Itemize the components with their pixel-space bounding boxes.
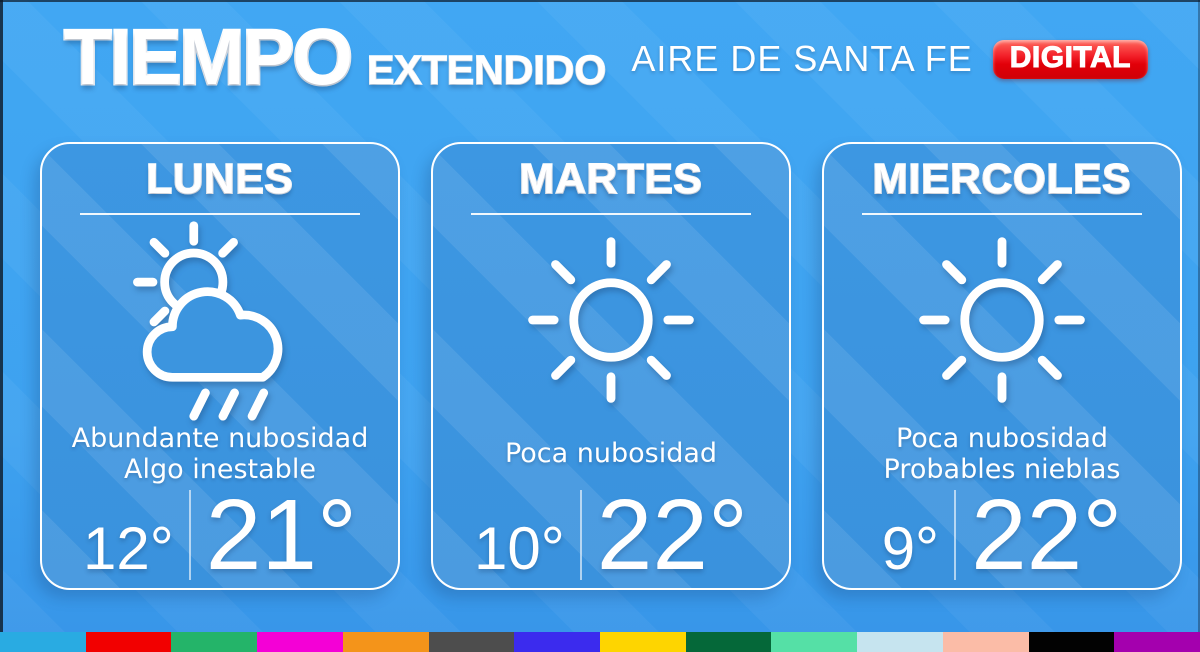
divider-line [471, 213, 751, 215]
max-temperature: 22° [971, 479, 1123, 591]
day-label: LUNES [145, 155, 294, 202]
condition-text: Abundante nubosidad Algo inestable [72, 423, 369, 485]
condition-line-2: Algo inestable [124, 454, 316, 485]
temperature-divider [954, 490, 957, 580]
forecast-card-lunes: LUNES [40, 142, 400, 590]
strip-segment [0, 632, 86, 652]
divider-line [862, 213, 1142, 215]
show-logo: TIEMPO EXTENDIDO [62, 13, 607, 101]
min-temperature: 12° [83, 515, 174, 582]
condition-line-1: Poca nubosidad [504, 438, 718, 470]
day-label: MARTES [518, 155, 703, 202]
temperature-row: 9° 22° [882, 485, 1123, 585]
strip-segment [1114, 632, 1200, 652]
footer-color-strip [0, 632, 1200, 652]
condition-line-1: Abundante nubosidad [71, 422, 369, 454]
weather-icon-wrap [101, 217, 339, 423]
day-label: MIERCOLES [872, 155, 1132, 202]
sun-icon [528, 237, 694, 403]
weather-icon-wrap [513, 217, 709, 423]
condition-text: Poca nubosidad Probables nieblas [884, 423, 1121, 485]
logo-title: TIEMPO [62, 13, 354, 101]
max-temperature: 21° [205, 479, 357, 591]
temperature-divider [579, 490, 582, 580]
strip-segment [514, 632, 601, 652]
brand-name: AIRE DE SANTA FE [631, 38, 973, 79]
strip-segment [428, 632, 515, 652]
min-temperature: 9° [881, 515, 940, 582]
sun-icon [919, 237, 1085, 403]
strip-segment [257, 632, 343, 652]
divider-line [80, 213, 360, 215]
forecast-cards-row: LUNES [40, 142, 1182, 590]
strip-segment [942, 632, 1029, 652]
logo-subtitle: EXTENDIDO [366, 47, 607, 93]
forecast-card-martes: MARTES [431, 142, 791, 590]
sun-cloud-rain-icon [133, 221, 283, 421]
strip-segment [600, 632, 686, 652]
temperature-divider [188, 490, 191, 580]
strip-segment [771, 632, 858, 652]
strip-segment [1028, 632, 1115, 652]
strip-segment [857, 632, 943, 652]
condition-text: Poca nubosidad [505, 423, 717, 485]
max-temperature: 22° [596, 479, 748, 591]
min-temperature: 10° [474, 515, 565, 582]
brand-block: AIRE DE SANTA FE DIGITAL [631, 38, 1148, 80]
forecast-card-miercoles: MIERCOLES [822, 142, 1182, 590]
digital-badge: DIGITAL [992, 39, 1148, 79]
strip-segment [171, 632, 258, 652]
strip-segment [685, 632, 772, 652]
condition-line-2: Probables nieblas [883, 454, 1121, 485]
weather-icon-wrap [904, 217, 1100, 423]
temperature-row: 12° 21° [83, 485, 357, 585]
strip-segment [342, 632, 429, 652]
temperature-row: 10° 22° [474, 485, 748, 585]
condition-line-1: Poca nubosidad [895, 422, 1109, 454]
strip-segment [85, 632, 172, 652]
